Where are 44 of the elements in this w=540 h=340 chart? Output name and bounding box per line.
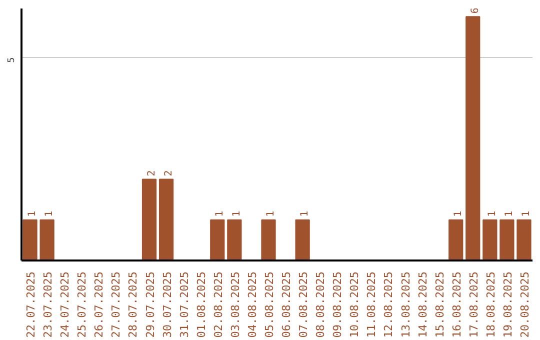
x-tick-label: 11.08.2025 — [365, 271, 378, 338]
x-tick-label: 09.08.2025 — [331, 271, 344, 338]
x-tick-label: 04.08.2025 — [246, 271, 259, 338]
x-tick-label: 12.08.2025 — [382, 271, 396, 338]
data-label: 6 — [470, 8, 481, 14]
y-tick-label: 5 — [7, 57, 17, 63]
data-label: 1 — [231, 210, 242, 217]
x-tick-label: 22.07.2025 — [24, 271, 38, 338]
data-label: 1 — [504, 210, 515, 217]
x-tick-label: 13.08.2025 — [399, 271, 412, 338]
x-tick-label: 29.07.2025 — [144, 271, 157, 338]
x-tick-label: 01.08.2025 — [194, 271, 208, 338]
data-label: 1 — [214, 210, 226, 217]
x-tick-label: 24.07.2025 — [58, 271, 72, 338]
x-tick-label: 16.08.2025 — [450, 271, 464, 338]
x-tick-label: 20.08.2025 — [518, 271, 532, 338]
data-label: 1 — [452, 210, 464, 217]
x-tick-label: 18.08.2025 — [484, 271, 498, 338]
x-tick-label: 08.08.2025 — [314, 271, 328, 338]
data-label: 2 — [163, 170, 174, 176]
data-label: 2 — [146, 170, 158, 176]
x-tick-label: 31.07.2025 — [178, 271, 191, 338]
data-label: 1 — [520, 210, 532, 217]
x-tick-label: 05.08.2025 — [262, 271, 276, 338]
data-label: 1 — [27, 210, 38, 217]
x-tick-label: 28.07.2025 — [126, 271, 140, 338]
x-tick-label: 06.08.2025 — [280, 271, 294, 338]
data-label: 1 — [300, 210, 311, 217]
x-tick-label: 15.08.2025 — [433, 271, 446, 338]
x-tick-label: 30.07.2025 — [160, 271, 174, 338]
x-tick-label: 02.08.2025 — [212, 271, 225, 338]
x-tick-label: 19.08.2025 — [501, 271, 514, 338]
x-tick-label: 26.07.2025 — [92, 271, 106, 338]
data-label: 1 — [44, 210, 56, 217]
x-tick-label: 17.08.2025 — [467, 271, 480, 338]
x-tick-label: 14.08.2025 — [416, 271, 430, 338]
x-tick-label: 27.07.2025 — [110, 271, 123, 338]
x-tick-label: 10.08.2025 — [348, 271, 362, 338]
x-tick-label: 07.08.2025 — [297, 271, 310, 338]
x-tick-label: 03.08.2025 — [228, 271, 242, 338]
x-tick-label: 23.07.2025 — [42, 271, 55, 338]
data-label: 1 — [265, 210, 276, 217]
data-label: 1 — [486, 210, 498, 217]
x-tick-label: 25.07.2025 — [76, 271, 89, 338]
